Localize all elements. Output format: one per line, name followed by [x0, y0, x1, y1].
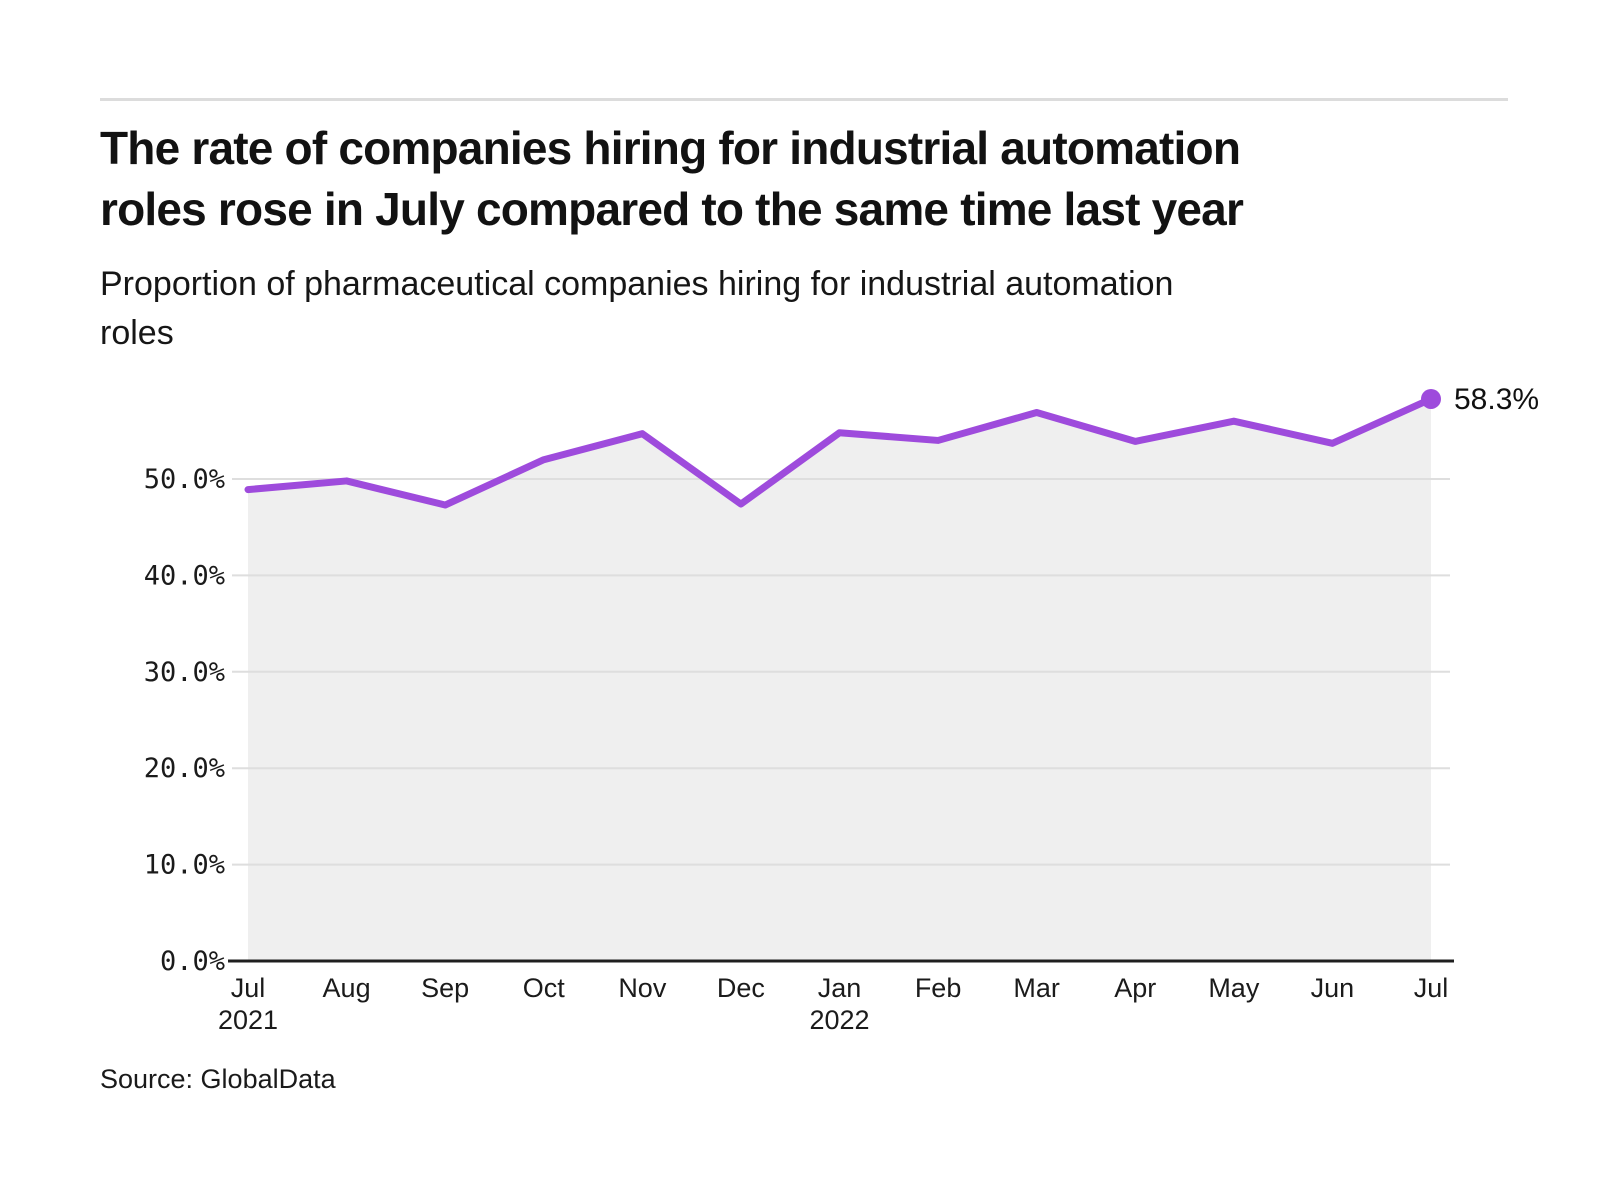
x-axis-tick-label: Apr: [1114, 973, 1156, 1003]
y-axis-tick-label: 20.0%: [144, 753, 225, 784]
x-axis-tick-label: Jul: [1414, 973, 1449, 1003]
data-line: [244, 395, 1435, 509]
y-axis-tick-label: 50.0%: [144, 464, 225, 495]
x-axis-tick-label: Jul: [231, 973, 266, 1003]
top-divider-rule: [100, 98, 1508, 101]
page-title-line-2: roles rose in July compared to the same …: [100, 183, 1244, 235]
y-axis-tick-label: 40.0%: [144, 560, 225, 591]
area-fill: [248, 398, 1431, 961]
x-axis-tick-label: Feb: [915, 973, 962, 1003]
line-chart: 0.0% 10.0% 20.0% 30.0% 40.0% 50.0% 58.3% Jul Aug…: [40, 356, 1600, 1056]
end-value-label: 58.3%: [1454, 383, 1539, 416]
y-axis-tick-label: 0.0%: [160, 946, 225, 977]
x-axis-tick-label: Oct: [523, 973, 566, 1003]
x-axis-year-label: 2021: [218, 1005, 278, 1035]
chart-subtitle-line-1: Proportion of pharmaceutical companies h…: [100, 265, 1174, 303]
y-axis-tick-label: 30.0%: [144, 657, 225, 688]
x-axis-year-label: 2022: [809, 1005, 869, 1035]
chart-subtitle: Proportion of pharmaceutical companies h…: [100, 260, 1173, 358]
x-axis-tick-label: Mar: [1013, 973, 1060, 1003]
source-attribution: Source: GlobalData: [100, 1064, 336, 1094]
page-title-line-1: The rate of companies hiring for industr…: [100, 122, 1241, 174]
line-chart-canvas: 0.0% 10.0% 20.0% 30.0% 40.0% 50.0% 58.3% Jul Aug…: [144, 383, 1539, 1035]
x-axis-tick-label: Dec: [717, 973, 765, 1003]
x-axis-tick-label: Jun: [1311, 973, 1355, 1003]
x-axis-tick-label: Jan: [818, 973, 862, 1003]
x-axis-tick-label: Aug: [323, 973, 371, 1003]
end-point-dot: [1421, 388, 1441, 409]
x-axis-tick-label: Nov: [618, 973, 667, 1003]
x-axis-tick-label: Sep: [421, 973, 469, 1003]
chart-subtitle-line-2: roles: [100, 314, 174, 352]
y-axis-tick-label: 10.0%: [144, 850, 225, 881]
page-title: The rate of companies hiring for industr…: [100, 118, 1244, 240]
x-axis-tick-label: May: [1208, 973, 1260, 1003]
